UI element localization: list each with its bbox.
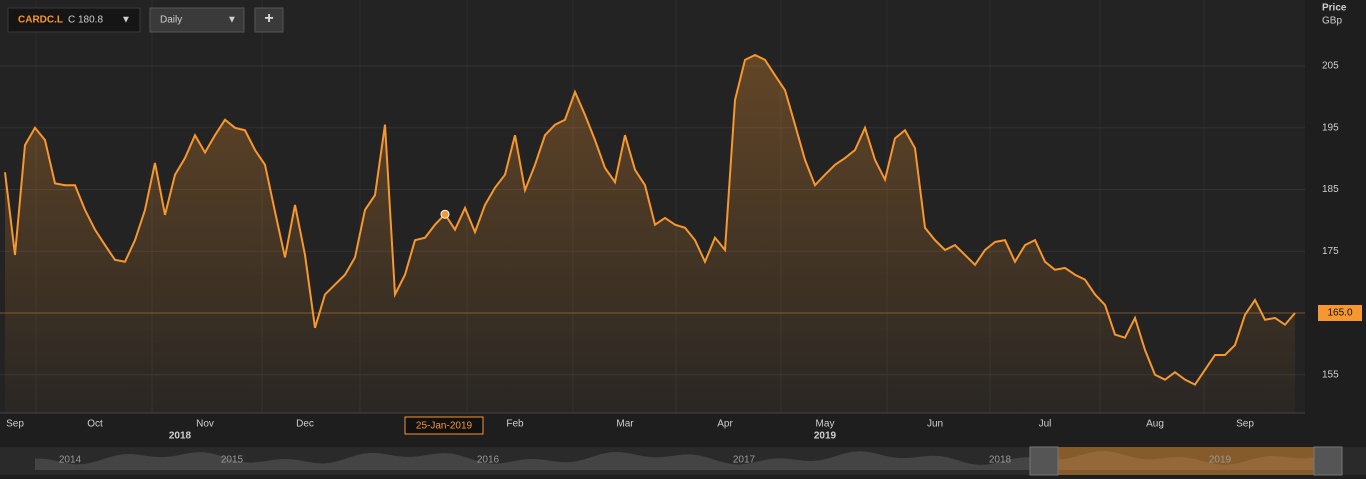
year-label: 2019 xyxy=(814,431,837,442)
navigator-year: 2019 xyxy=(1209,455,1232,466)
y-tick-label: 195 xyxy=(1322,122,1339,133)
y-axis-unit: GBp xyxy=(1322,16,1342,27)
navigator-year: 2014 xyxy=(59,455,82,466)
hover-point xyxy=(440,209,450,219)
interval-box[interactable] xyxy=(149,7,245,33)
close-price: C 180.8 xyxy=(68,15,103,26)
tooltip-box xyxy=(404,416,484,435)
navigator-year: 2017 xyxy=(733,455,756,466)
y-tick-label: 185 xyxy=(1322,184,1339,195)
year-label: 2018 xyxy=(169,431,192,442)
last-price-tag xyxy=(1318,304,1362,321)
area xyxy=(5,54,1295,413)
symbol: CARDC.L xyxy=(18,15,63,26)
last-price-label: 165.0 xyxy=(1327,308,1352,319)
x-tick-label: Oct xyxy=(87,419,103,430)
y-axis-label: Price xyxy=(1322,3,1347,14)
navigator-handle[interactable] xyxy=(1029,446,1059,476)
tooltip: 25-Jan-2019 xyxy=(416,421,473,432)
x-tick-label: Mar xyxy=(616,419,634,430)
x-tick-label: May xyxy=(816,419,835,430)
navigator-area xyxy=(35,451,1315,470)
y-tick-label: 155 xyxy=(1322,369,1339,380)
x-tick-label: Apr xyxy=(717,419,733,430)
dropdown-arrow: ▼ xyxy=(227,15,237,26)
x-tick-label: Sep xyxy=(1236,419,1254,430)
navigator-selection xyxy=(1058,447,1314,475)
x-tick-label: Jul xyxy=(1039,419,1052,430)
x-tick-label: Feb xyxy=(506,419,524,430)
interval: Daily xyxy=(160,15,182,26)
add-icon: + xyxy=(264,10,273,27)
x-tick-label: Jun xyxy=(927,419,943,430)
y-tick-label: 205 xyxy=(1322,61,1339,72)
x-tick-label: Aug xyxy=(1146,419,1164,430)
navigator-handle[interactable] xyxy=(1313,446,1343,476)
symbol-box[interactable] xyxy=(7,7,141,33)
y-tick-label: 175 xyxy=(1322,246,1339,257)
price-line xyxy=(4,53,1296,386)
dropdown-arrow: ▼ xyxy=(121,15,131,26)
add-button[interactable] xyxy=(254,7,284,33)
navigator-year: 2016 xyxy=(477,455,500,466)
x-tick-label: Nov xyxy=(196,419,214,430)
navigator-year: 2015 xyxy=(221,455,244,466)
x-tick-label: Dec xyxy=(296,419,314,430)
navigator-year: 2018 xyxy=(989,455,1012,466)
x-tick-label: Sep xyxy=(6,419,24,430)
